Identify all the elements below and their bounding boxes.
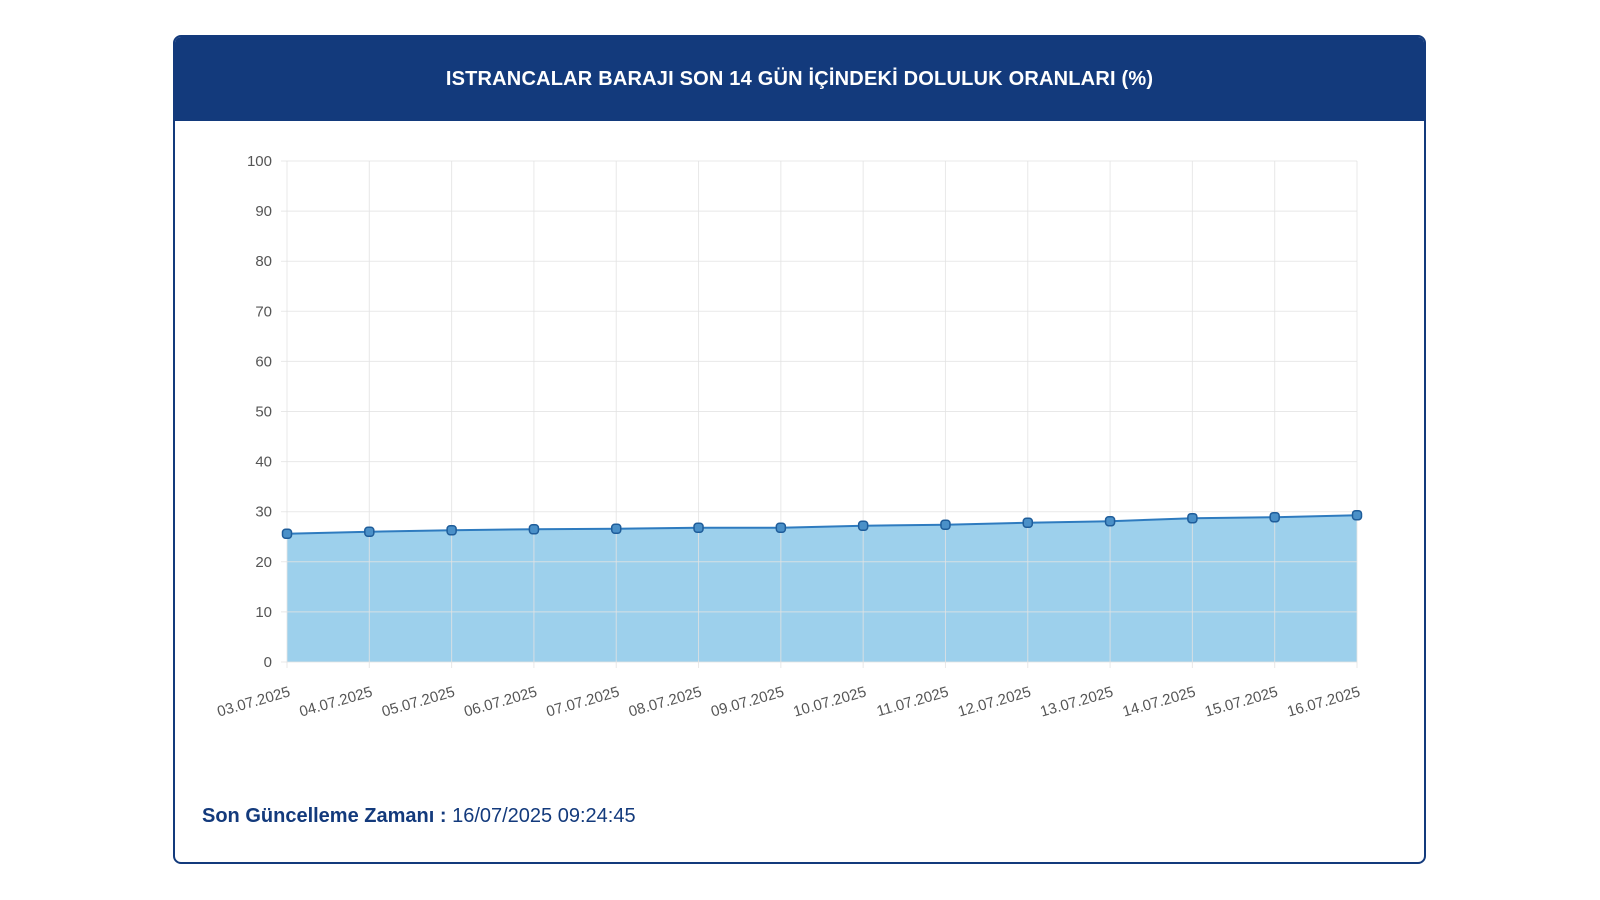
- data-point: [1187, 512, 1198, 524]
- line-area-chart: 0 10 20 30 40 50 60 70 80 90 100 03.07.2025 04.07.20…: [215, 153, 1363, 721]
- y-tick-label: 0: [264, 654, 272, 671]
- y-tick-label: 20: [255, 554, 272, 571]
- y-tick-label: 100: [247, 153, 272, 170]
- y-tick-label: 90: [255, 203, 272, 220]
- y-tick-label: 70: [255, 303, 272, 320]
- y-tick-label: 40: [255, 454, 272, 471]
- chart-title: ISTRANCALAR BARAJI SON 14 GÜN İÇİNDEKİ D…: [445, 67, 1154, 90]
- x-tick-label: 07.07.2025: [544, 684, 621, 721]
- data-point: [775, 522, 787, 533]
- x-tick-label: 10.07.2025: [791, 684, 868, 721]
- data-point: [446, 524, 457, 536]
- chart-area: 0 10 20 30 40 50 60 70 80 90 100 03.07.2025 04.07.20…: [175, 121, 1424, 761]
- data-point: [364, 526, 375, 537]
- x-tick-label: 15.07.2025: [1203, 684, 1280, 721]
- last-update: Son Güncelleme Zamanı : 16/07/2025 09:24…: [202, 805, 636, 828]
- y-tick-label: 50: [255, 404, 272, 421]
- series-line: [286, 514, 1358, 535]
- x-tick-label: 04.07.2025: [298, 684, 375, 721]
- area-fill: [287, 515, 1357, 662]
- x-tick-label: 09.07.2025: [709, 684, 786, 721]
- x-tick-label: 14.07.2025: [1121, 684, 1198, 721]
- y-tick-label: 30: [255, 504, 272, 521]
- data-point: [1104, 515, 1116, 527]
- last-update-value: 16/07/2025 09:24:45: [446, 805, 636, 827]
- y-tick-label: 10: [255, 604, 272, 621]
- last-update-label: Son Güncelleme Zamanı :: [202, 805, 447, 827]
- data-point: [528, 523, 540, 535]
- x-tick-label: 08.07.2025: [627, 684, 704, 721]
- x-tick-label: 16.07.2025: [1285, 684, 1362, 721]
- data-point: [940, 519, 951, 530]
- y-tick-label: 80: [255, 253, 272, 270]
- x-tick-label: 12.07.2025: [956, 684, 1033, 721]
- card-header: ISTRANCALAR BARAJI SON 14 GÜN İÇİNDEKİ D…: [175, 37, 1424, 121]
- y-tick-label: 60: [255, 353, 272, 370]
- x-tick-label: 03.07.2025: [215, 684, 292, 721]
- x-tick-label: 06.07.2025: [462, 684, 539, 721]
- data-point: [281, 528, 293, 539]
- data-point: [610, 523, 622, 534]
- chart-card: ISTRANCALAR BARAJI SON 14 GÜN İÇİNDEKİ D…: [173, 35, 1426, 864]
- data-point: [1351, 509, 1363, 521]
- data-point: [857, 520, 869, 531]
- x-tick-label: 11.07.2025: [875, 684, 951, 721]
- data-point: [1269, 511, 1280, 523]
- x-tick-label: 05.07.2025: [380, 684, 457, 721]
- data-point: [1022, 517, 1034, 528]
- data-point: [693, 522, 704, 533]
- x-tick-label: 13.07.2025: [1038, 684, 1115, 721]
